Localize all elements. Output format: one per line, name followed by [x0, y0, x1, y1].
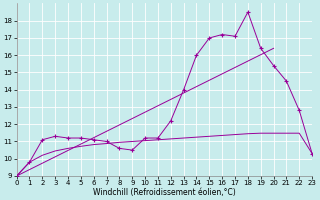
X-axis label: Windchill (Refroidissement éolien,°C): Windchill (Refroidissement éolien,°C): [93, 188, 236, 197]
